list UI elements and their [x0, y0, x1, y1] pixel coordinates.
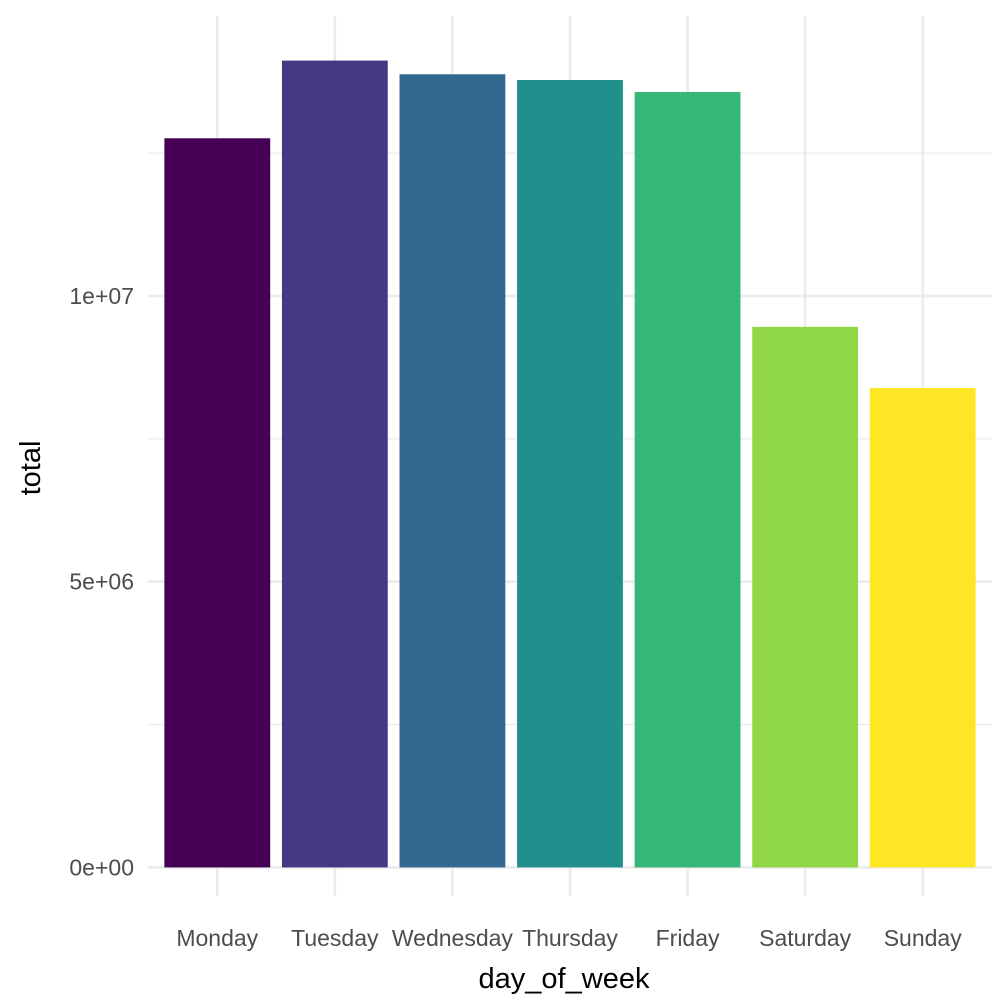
x-axis-title: day_of_week: [479, 963, 650, 995]
x-tick-label: Friday: [656, 925, 720, 951]
y-tick-labels: 0e+00 5e+06 1e+07: [69, 283, 134, 880]
bar-sunday: [869, 388, 976, 868]
bar-thursday: [517, 80, 623, 868]
y-tick-label: 0e+00: [69, 854, 134, 880]
x-tick-labels: Monday Tuesday Wednesday Thursday Friday Satu…: [176, 925, 962, 951]
x-tick-label: Wednesday: [392, 925, 514, 951]
bar-wednesday: [399, 74, 506, 868]
x-tick-label: Monday: [176, 925, 258, 951]
bar-friday: [634, 92, 741, 868]
y-tick-label: 5e+06: [69, 569, 134, 595]
bar-monday: [164, 138, 271, 868]
y-tick-label: 1e+07: [69, 283, 134, 309]
x-tick-label: Tuesday: [291, 925, 379, 951]
bar-saturday: [752, 326, 859, 868]
x-tick-label: Sunday: [884, 925, 963, 951]
x-tick-label: Saturday: [759, 925, 852, 951]
x-tick-label: Thursday: [522, 925, 618, 951]
bars: [164, 60, 976, 868]
y-axis-title: total: [15, 441, 47, 496]
bar-tuesday: [281, 60, 388, 868]
